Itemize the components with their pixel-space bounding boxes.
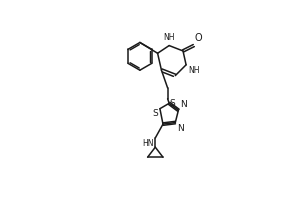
Text: O: O (195, 33, 202, 43)
Text: S: S (169, 99, 175, 108)
Text: S: S (153, 109, 158, 118)
Text: N: N (177, 124, 184, 133)
Text: NH: NH (164, 33, 175, 42)
Text: N: N (180, 100, 187, 109)
Text: NH: NH (188, 66, 200, 75)
Text: HN: HN (142, 139, 154, 148)
